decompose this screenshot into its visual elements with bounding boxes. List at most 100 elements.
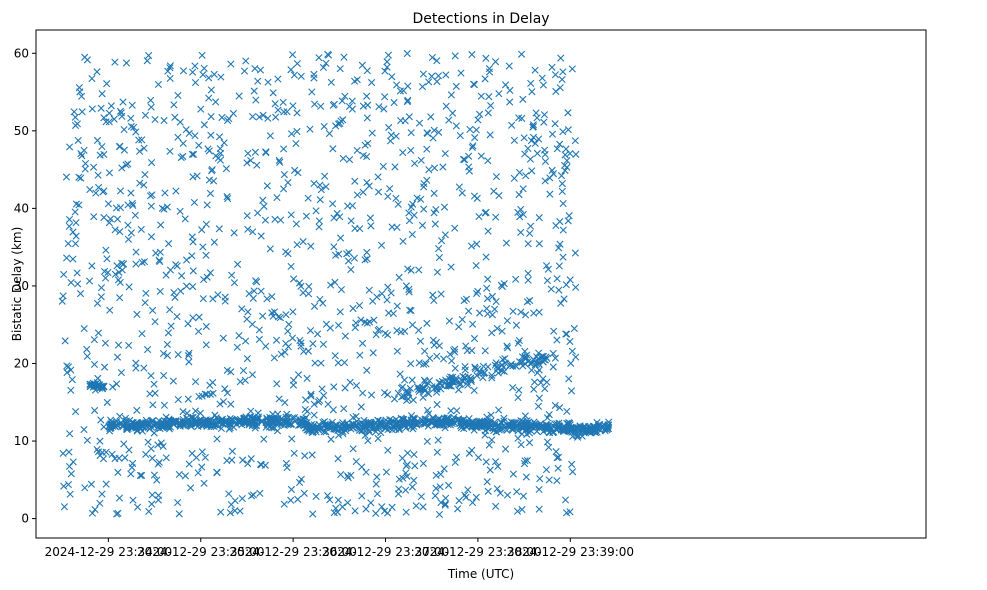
data-point xyxy=(426,354,434,362)
data-point xyxy=(528,88,536,96)
data-point xyxy=(466,125,474,134)
data-point xyxy=(66,430,74,438)
data-point xyxy=(266,132,274,140)
data-point xyxy=(69,458,77,466)
data-point xyxy=(500,414,508,422)
data-point xyxy=(230,419,238,427)
data-point xyxy=(109,419,117,427)
data-point xyxy=(67,386,75,394)
data-point xyxy=(72,232,80,240)
data-point xyxy=(225,490,233,498)
data-point xyxy=(176,118,184,126)
data-point xyxy=(98,142,106,151)
data-point xyxy=(410,476,418,484)
data-point xyxy=(363,67,371,75)
data-point xyxy=(363,178,371,187)
data-point xyxy=(435,244,443,253)
plot-area xyxy=(36,30,926,538)
data-point xyxy=(251,64,259,73)
data-point xyxy=(102,448,110,456)
data-point xyxy=(148,500,156,508)
data-point xyxy=(485,441,493,449)
data-point xyxy=(384,283,392,291)
data-point xyxy=(379,162,387,171)
data-point xyxy=(470,192,479,200)
data-point xyxy=(419,459,427,468)
data-point xyxy=(402,469,410,477)
data-point xyxy=(407,416,415,424)
data-point xyxy=(425,78,433,86)
data-point xyxy=(167,322,175,330)
data-point xyxy=(562,330,570,338)
data-point xyxy=(464,307,473,315)
data-point xyxy=(297,72,305,80)
data-point xyxy=(88,74,96,83)
data-point xyxy=(96,499,104,507)
data-point xyxy=(460,297,468,305)
data-point xyxy=(310,302,319,310)
data-point xyxy=(287,496,295,504)
data-point xyxy=(143,346,152,354)
data-point xyxy=(159,442,167,451)
data-point xyxy=(442,376,450,384)
data-point xyxy=(90,360,99,369)
data-point xyxy=(541,177,549,185)
data-point xyxy=(257,232,265,240)
data-point xyxy=(111,270,120,278)
data-point xyxy=(330,383,338,391)
data-point xyxy=(203,273,211,281)
data-point xyxy=(457,69,465,77)
data-point xyxy=(304,194,312,202)
data-point xyxy=(350,420,358,428)
data-point xyxy=(484,275,492,283)
data-point xyxy=(264,114,272,122)
data-point xyxy=(429,134,437,142)
data-point xyxy=(407,360,415,368)
data-point xyxy=(88,509,96,517)
data-point xyxy=(499,363,508,371)
data-point xyxy=(433,385,441,393)
data-point xyxy=(461,156,469,164)
data-point xyxy=(154,441,162,449)
data-point xyxy=(533,369,542,377)
data-point xyxy=(161,189,169,197)
data-point xyxy=(128,199,136,208)
data-point xyxy=(188,252,196,260)
data-point xyxy=(239,456,247,464)
data-point xyxy=(455,323,463,331)
data-point xyxy=(199,71,207,79)
data-point xyxy=(163,203,171,211)
data-point xyxy=(402,462,410,470)
data-point xyxy=(283,418,291,426)
data-point xyxy=(293,109,301,117)
data-point xyxy=(503,491,512,499)
data-point xyxy=(271,416,279,424)
data-point xyxy=(170,288,178,297)
data-point xyxy=(501,445,510,453)
data-point xyxy=(557,54,565,62)
data-point xyxy=(345,155,354,164)
data-point xyxy=(439,419,447,428)
data-point xyxy=(172,261,180,269)
data-point xyxy=(133,406,141,414)
data-point xyxy=(384,192,392,201)
data-point xyxy=(226,424,234,432)
data-point xyxy=(373,490,381,498)
data-point xyxy=(383,391,392,399)
data-point xyxy=(340,53,348,61)
data-point xyxy=(370,316,378,324)
data-point xyxy=(430,126,438,134)
data-point xyxy=(363,366,371,374)
data-point xyxy=(240,67,249,75)
data-point xyxy=(200,64,208,72)
data-point xyxy=(472,493,480,501)
data-point xyxy=(261,216,269,224)
data-point xyxy=(281,398,289,407)
data-point xyxy=(494,462,502,470)
data-point xyxy=(472,289,481,298)
data-point xyxy=(407,146,415,155)
data-point xyxy=(391,163,399,171)
data-point xyxy=(220,139,228,147)
data-point xyxy=(213,468,221,476)
data-point xyxy=(484,227,492,235)
